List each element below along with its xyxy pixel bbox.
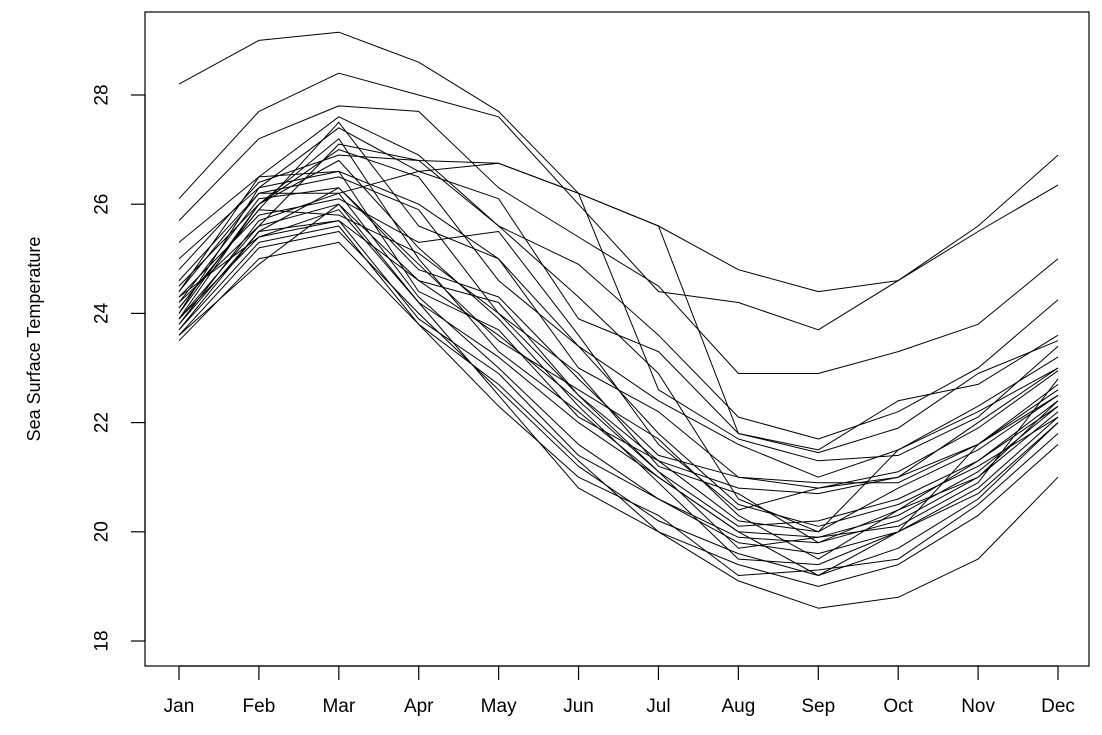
plot-frame	[144, 11, 1090, 667]
series-line-26	[178, 176, 1059, 544]
series-line-7	[178, 162, 1059, 462]
series-line-6	[178, 154, 1059, 454]
x-tick-label-dec: Dec	[1041, 696, 1075, 717]
series-line-3	[178, 105, 1059, 374]
series-line-28	[178, 160, 1059, 566]
series-line-2	[178, 72, 1059, 331]
x-tick-label-feb: Feb	[243, 696, 276, 717]
series-line-10	[178, 198, 1059, 511]
series-line-21	[178, 225, 1059, 609]
series-layer	[178, 31, 1059, 609]
y-tick-label-24: 24	[92, 302, 113, 324]
series-line-22	[178, 143, 1059, 533]
series-line-25	[178, 121, 1059, 527]
series-line-11	[178, 187, 1059, 484]
series-line-4	[178, 116, 1059, 440]
y-tick-label-26: 26	[92, 194, 113, 215]
series-line-17	[178, 220, 1059, 555]
x-tick-label-apr: Apr	[404, 696, 434, 717]
x-axis: Jan Feb Mar Apr May Jun Jul Aug Sep Oct Nov Dec	[164, 665, 1075, 717]
series-line-13	[178, 170, 1059, 533]
x-tick-label-nov: Nov	[961, 696, 995, 717]
series-line-24	[178, 187, 1059, 560]
y-tick-label-22: 22	[92, 412, 113, 433]
x-tick-label-sep: Sep	[801, 696, 835, 717]
series-line-14	[178, 203, 1059, 527]
x-tick-label-oct: Oct	[883, 696, 913, 717]
series-line-18	[178, 231, 1059, 576]
y-tick-label-20: 20	[92, 521, 113, 542]
x-tick-label-may: May	[481, 696, 517, 717]
series-line-8	[178, 149, 1059, 478]
series-line-27	[178, 220, 1059, 549]
series-line-12	[178, 209, 1059, 495]
x-tick-label-aug: Aug	[721, 696, 755, 717]
y-tick-label-28: 28	[92, 84, 113, 105]
x-tick-label-jun: Jun	[563, 696, 594, 717]
y-axis-title: Sea Surface Temperature	[24, 237, 44, 442]
series-line-16	[178, 192, 1059, 544]
x-tick-label-jul: Jul	[646, 696, 670, 717]
x-tick-label-jan: Jan	[164, 696, 195, 717]
series-line-20	[178, 203, 1059, 587]
y-axis: 18 20 22 24 26 28	[92, 84, 146, 652]
x-tick-label-mar: Mar	[322, 696, 355, 717]
y-tick-label-18: 18	[92, 630, 113, 651]
